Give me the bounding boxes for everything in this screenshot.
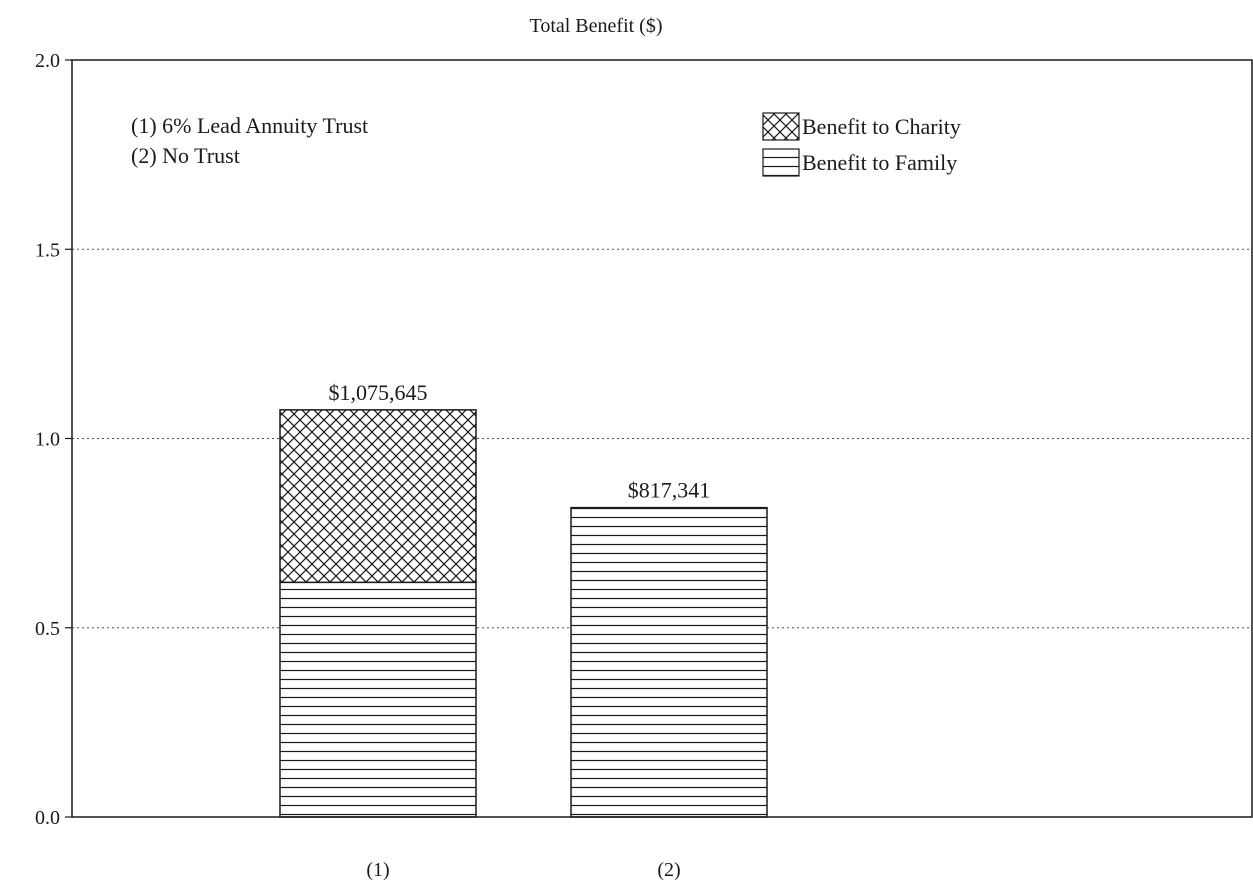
bar-segment-family xyxy=(279,581,477,818)
y-tick-label: 0.5 xyxy=(35,618,60,640)
note-2: (2) No Trust xyxy=(131,143,240,168)
chart-title: Total Benefit ($) xyxy=(530,15,663,37)
y-tick-label: 1.5 xyxy=(35,239,60,261)
y-tick-label: 1.0 xyxy=(35,429,60,451)
data-labels: $1,075,645 $817,341 xyxy=(329,380,711,503)
legend-swatch-charity xyxy=(762,112,800,141)
plot-frame xyxy=(71,59,1253,818)
legend-label-charity: Benefit to Charity xyxy=(802,114,961,139)
bar-segment-charity xyxy=(279,409,477,584)
bars xyxy=(279,409,768,818)
notes-box: (1) 6% Lead Annuity Trust (2) No Trust xyxy=(131,113,368,168)
data-label: $1,075,645 xyxy=(329,380,428,405)
legend-swatch-family xyxy=(762,148,800,177)
note-1: (1) 6% Lead Annuity Trust xyxy=(131,113,368,138)
x-category-label: (1) xyxy=(366,859,389,881)
legend-label-family: Benefit to Family xyxy=(802,150,957,175)
y-tick-label: 2.0 xyxy=(35,50,60,72)
legend: Benefit to Charity Benefit to Family xyxy=(762,112,961,177)
x-category-label: (2) xyxy=(657,859,680,881)
data-label: $817,341 xyxy=(628,478,711,503)
bar-segment-family xyxy=(570,506,768,818)
y-axis-ticks: 0.0 0.5 1.0 1.5 2.0 xyxy=(35,50,72,829)
x-axis-categories: (1) (2) xyxy=(366,859,680,881)
y-tick-label: 0.0 xyxy=(35,807,60,829)
